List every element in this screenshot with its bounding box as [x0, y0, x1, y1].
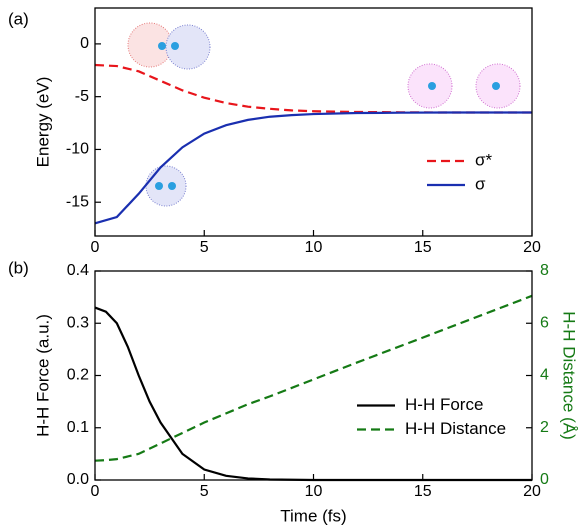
series-line — [94, 111, 532, 225]
legend-label: σ* — [475, 150, 492, 169]
y-tick-label: 0.1 — [67, 419, 89, 436]
atom — [428, 82, 436, 90]
y-tick-label: 0.2 — [67, 367, 89, 384]
orbital-illustrations — [127, 22, 521, 207]
y2-tick-label: 0 — [540, 471, 549, 488]
x-tick-label: 5 — [200, 239, 209, 256]
series-line — [94, 63, 532, 114]
y2-tick-label: 6 — [540, 314, 549, 331]
x-tick-label: 0 — [91, 239, 100, 256]
y-tick-label: -5 — [75, 88, 89, 105]
y2-tick-label: 8 — [540, 262, 549, 279]
orbital — [145, 165, 187, 207]
atom — [155, 182, 163, 190]
y-tick-label: -10 — [66, 141, 89, 158]
atom — [171, 42, 179, 50]
x-tick-label: 15 — [414, 483, 432, 500]
legend-label: σ — [475, 174, 486, 193]
panel-label: (a) — [8, 9, 29, 28]
y-axis-label: H-H Force (a.u.) — [33, 314, 52, 437]
y2-tick-label: 2 — [540, 419, 549, 436]
x-tick-label: 20 — [523, 239, 541, 256]
y-tick-label: 0.4 — [67, 262, 89, 279]
x-tick-label: 10 — [305, 483, 323, 500]
x-tick-label: 20 — [523, 483, 541, 500]
atom — [492, 82, 500, 90]
y-tick-label: 0 — [80, 35, 89, 52]
panel-label: (b) — [8, 258, 29, 277]
orbital — [165, 24, 211, 70]
y2-tick-label: 4 — [540, 367, 549, 384]
y-tick-label: 0.0 — [67, 471, 89, 488]
legend-label: H-H Distance — [405, 419, 506, 438]
atom — [158, 42, 166, 50]
x-axis-label: Time (fs) — [280, 506, 346, 525]
plot-frame — [94, 7, 533, 237]
y-tick-label: -15 — [66, 193, 89, 210]
y-tick-label: 0.3 — [67, 314, 89, 331]
series-line — [94, 306, 532, 482]
series-line — [94, 294, 533, 462]
y-axis-label: Energy (eV) — [33, 77, 52, 168]
y2-axis-label: H-H Distance (Å) — [560, 311, 579, 439]
legend-label: H-H Force — [405, 395, 483, 414]
plot-frame — [94, 270, 533, 481]
x-tick-label: 15 — [414, 239, 432, 256]
x-tick-label: 0 — [91, 483, 100, 500]
x-tick-label: 10 — [305, 239, 323, 256]
x-tick-label: 5 — [200, 483, 209, 500]
atom — [168, 182, 176, 190]
